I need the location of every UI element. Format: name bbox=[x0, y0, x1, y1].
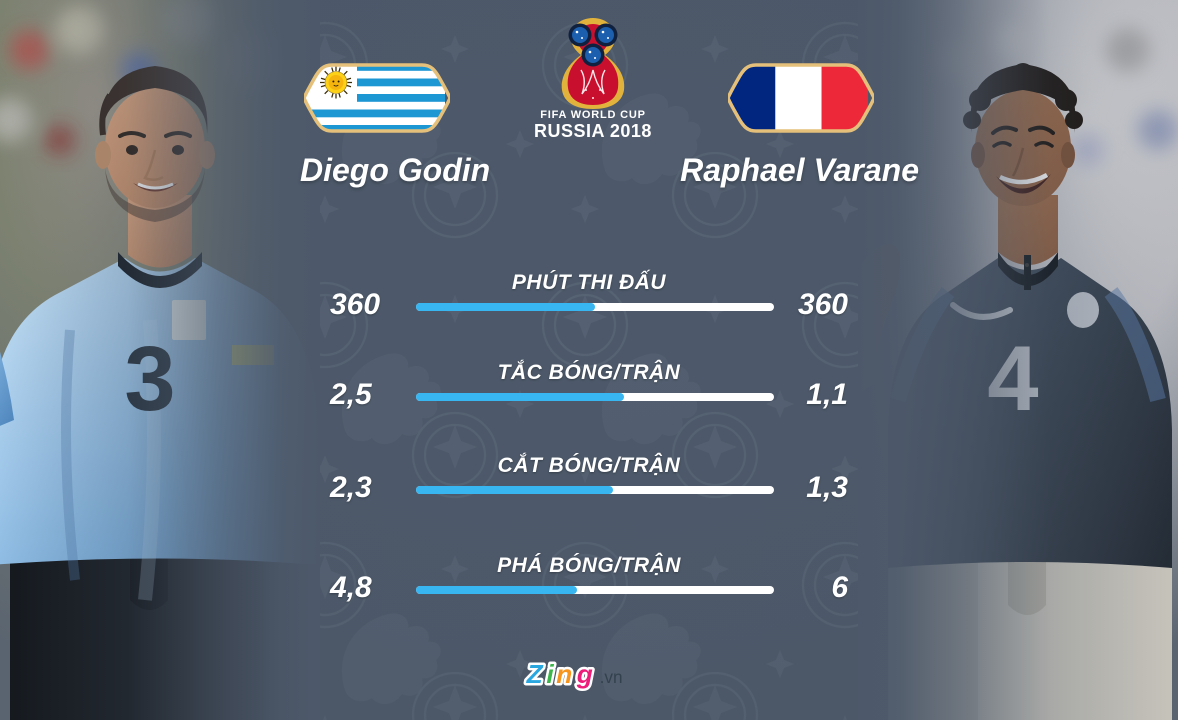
svg-text:g: g bbox=[576, 659, 593, 689]
svg-text:n: n bbox=[556, 659, 572, 689]
svg-text:i: i bbox=[546, 659, 554, 689]
svg-text:.vn: .vn bbox=[600, 667, 623, 687]
svg-text:Z: Z bbox=[526, 659, 544, 689]
svg-text:RUSSIA 2018: RUSSIA 2018 bbox=[534, 121, 652, 141]
svg-text:FIFA WORLD CUP: FIFA WORLD CUP bbox=[540, 109, 646, 121]
